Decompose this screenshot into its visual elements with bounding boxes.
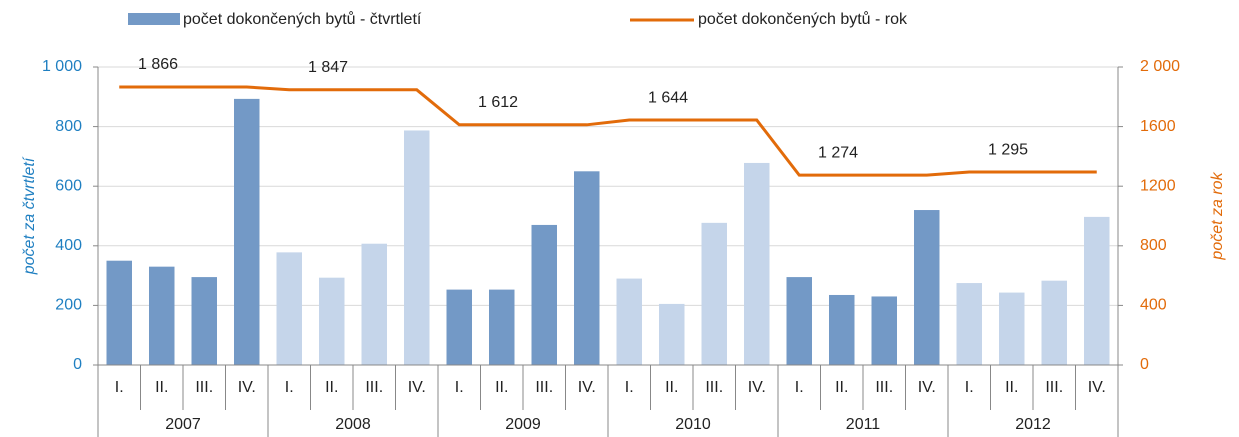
y-axis-label: počet za čtvrtletí	[21, 156, 38, 275]
x-tick-label: I.	[965, 379, 974, 396]
x-tick-label: II.	[1005, 379, 1018, 396]
x-tick-label: IV.	[408, 379, 426, 396]
x-tick-label: III.	[535, 379, 553, 396]
x-tick-label: II.	[155, 379, 168, 396]
group-label: 2012	[1015, 416, 1051, 433]
group-label: 2010	[675, 416, 711, 433]
y2-tick-label: 1600	[1140, 118, 1176, 135]
bar	[616, 278, 642, 365]
bar	[531, 224, 557, 365]
bar	[404, 130, 430, 365]
y2-tick-label: 0	[1140, 356, 1149, 373]
bar	[999, 292, 1025, 365]
y2-tick-label: 800	[1140, 237, 1167, 254]
x-tick-label: I.	[285, 379, 294, 396]
bar	[574, 171, 600, 365]
bar	[871, 296, 897, 365]
legend-label: počet dokončených bytů - rok	[698, 10, 908, 28]
bar	[319, 277, 345, 365]
x-tick-label: III.	[365, 379, 383, 396]
group-label: 2007	[165, 416, 201, 433]
data-label: 1 847	[308, 59, 348, 76]
y2-axis-label: počet za rok	[1209, 171, 1226, 260]
legend-label: počet dokončených bytů - čtvrtletí	[183, 10, 422, 28]
bar	[914, 210, 940, 365]
legend-swatch	[128, 13, 180, 25]
group-label: 2011	[846, 416, 881, 433]
bar	[744, 162, 770, 365]
bar	[361, 243, 387, 365]
y-tick-label: 1 000	[42, 58, 82, 75]
y2-tick-label: 2 000	[1140, 58, 1180, 75]
data-label: 1 295	[988, 141, 1028, 158]
x-tick-label: I.	[115, 379, 124, 396]
bar	[276, 252, 302, 365]
y-tick-label: 0	[73, 356, 82, 373]
x-tick-label: II.	[665, 379, 678, 396]
bar	[786, 277, 812, 365]
x-tick-label: I.	[625, 379, 634, 396]
line	[119, 85, 1097, 177]
x-tick-label: IV.	[1088, 379, 1106, 396]
data-label: 1 612	[478, 94, 518, 111]
bar	[1041, 280, 1067, 365]
bar	[489, 289, 515, 365]
y2-tick-label: 1200	[1140, 177, 1176, 194]
x-tick-label: II.	[325, 379, 338, 396]
bar	[234, 98, 260, 366]
x-tick-label: IV.	[238, 379, 256, 396]
y-tick-label: 600	[55, 177, 82, 194]
data-label: 1 274	[818, 144, 858, 161]
bar	[191, 277, 217, 365]
x-tick-label: IV.	[918, 379, 936, 396]
x-tick-label: IV.	[748, 379, 766, 396]
y-tick-label: 400	[55, 237, 82, 254]
x-tick-label: I.	[795, 379, 804, 396]
bar	[701, 222, 727, 365]
x-tick-label: IV.	[578, 379, 596, 396]
data-label: 1 644	[648, 89, 688, 106]
bar	[956, 283, 982, 365]
bar	[446, 289, 472, 365]
x-tick-label: III.	[195, 379, 213, 396]
bar	[829, 294, 855, 365]
y-tick-label: 800	[55, 118, 82, 135]
x-tick-label: III.	[875, 379, 893, 396]
x-tick-label: III.	[1045, 379, 1063, 396]
y-tick-label: 200	[55, 297, 82, 314]
x-tick-label: III.	[705, 379, 723, 396]
bar	[149, 266, 175, 365]
x-tick-label: I.	[455, 379, 464, 396]
x-tick-label: II.	[835, 379, 848, 396]
group-label: 2009	[505, 416, 541, 433]
x-tick-label: II.	[495, 379, 508, 396]
bar	[106, 260, 132, 365]
data-label: 1 866	[138, 56, 178, 73]
group-label: 2008	[335, 416, 371, 433]
bar	[1084, 216, 1110, 365]
bar	[659, 303, 685, 365]
y2-tick-label: 400	[1140, 297, 1167, 314]
